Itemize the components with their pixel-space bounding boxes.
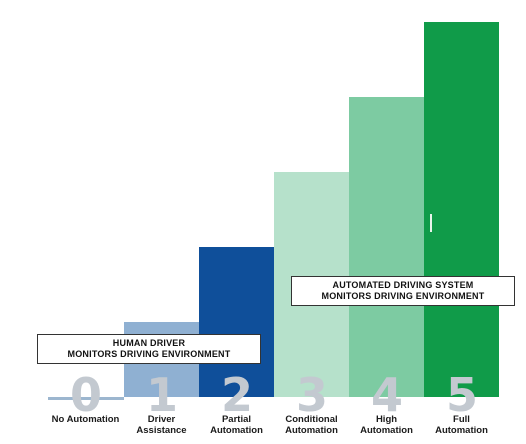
level-1-label: Driver Assistance [136, 414, 187, 436]
level-3-number: 3 [295, 368, 328, 422]
bar-highlight-mark [430, 214, 432, 232]
human-callout-line1: HUMAN DRIVER [112, 338, 186, 348]
level-2-bar [199, 247, 274, 397]
level-4-bar [349, 97, 424, 397]
level-5-bar [424, 22, 499, 397]
level-3-label: Conditional Automation [285, 414, 338, 436]
level-4-label: High Automation [360, 414, 413, 436]
level-5-number: 5 [445, 368, 478, 422]
human-callout-line2: MONITORS DRIVING ENVIRONMENT [67, 349, 231, 359]
level-2-number: 2 [220, 368, 253, 422]
level-4-number: 4 [370, 368, 403, 422]
level-2-label: Partial Automation [210, 414, 263, 436]
level-5-label: Full Automation [435, 414, 488, 436]
level-0-number: 0 [69, 368, 102, 422]
automated-callout-line1: AUTOMATED DRIVING SYSTEM [332, 280, 474, 290]
level-0-baseline [48, 397, 124, 400]
human-driver-callout: HUMAN DRIVER MONITORS DRIVING ENVIRONMEN… [37, 334, 261, 364]
automated-callout-line2: MONITORS DRIVING ENVIRONMENT [321, 291, 485, 301]
automated-system-callout: AUTOMATED DRIVING SYSTEM MONITORS DRIVIN… [291, 276, 515, 306]
level-1-number: 1 [145, 368, 178, 422]
level-0-label: No Automation [51, 414, 120, 425]
